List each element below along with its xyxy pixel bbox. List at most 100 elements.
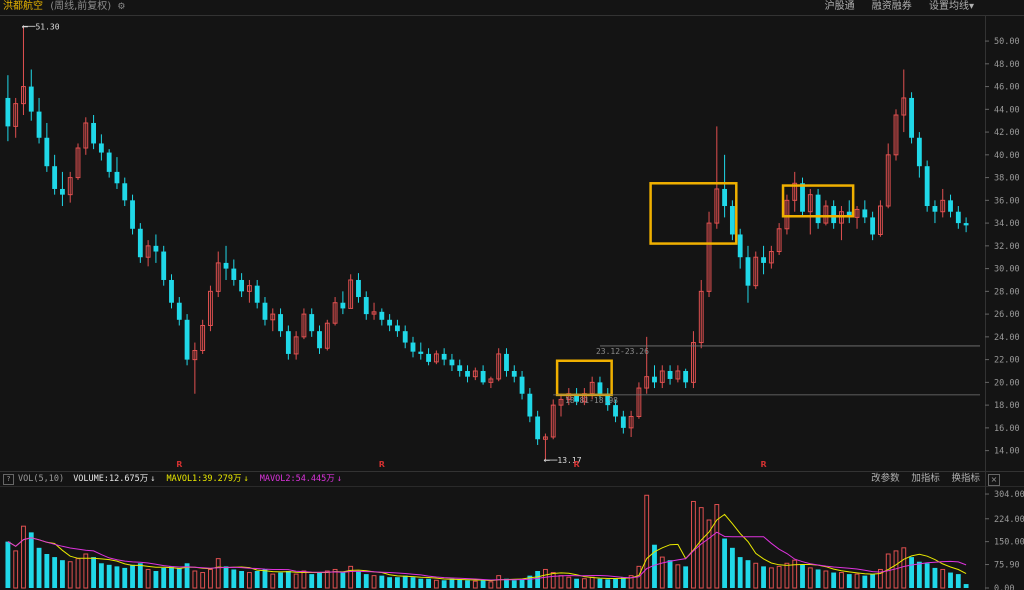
- stock-name[interactable]: 洪都航空: [3, 1, 43, 12]
- candle-body: [488, 378, 494, 383]
- candle-body: [955, 211, 961, 224]
- price-tick-label: 48.00: [994, 60, 1020, 70]
- volume-bar: [215, 558, 221, 589]
- volume-bar: [465, 580, 470, 588]
- volume-bar: [862, 575, 868, 588]
- volume-bar: [511, 580, 517, 588]
- volume-bar: [363, 574, 369, 588]
- volume-bar: [161, 567, 167, 588]
- switch-indicator-button[interactable]: 换指标: [951, 473, 980, 484]
- volume-bar: [348, 565, 354, 589]
- candle-body: [784, 199, 790, 230]
- volume-bar: [402, 575, 408, 588]
- candle-body: [543, 436, 548, 440]
- volume-bar: [940, 568, 946, 589]
- volume-bar: [184, 563, 190, 588]
- volume-bar: [948, 572, 953, 588]
- candle-body: [231, 268, 237, 280]
- volume-bar: [659, 556, 665, 589]
- volume-bar: [916, 561, 922, 588]
- link-ma-settings[interactable]: 设置均线▾: [928, 1, 974, 12]
- candle-body: [223, 262, 229, 269]
- volume-bar: [550, 572, 556, 589]
- volume-bar: [870, 574, 876, 588]
- candle-body: [98, 143, 104, 153]
- volume-bar: [909, 557, 914, 588]
- candle-body: [620, 416, 626, 428]
- candle-body: [745, 257, 751, 286]
- candle-body: [683, 370, 689, 383]
- volume-bar: [332, 568, 338, 589]
- candle-body: [192, 350, 198, 361]
- link-hk-connect[interactable]: 沪股通: [824, 1, 855, 12]
- candle-body: [356, 279, 361, 298]
- volume-bar: [340, 572, 346, 588]
- volume-bar: [480, 580, 486, 588]
- candle-body: [176, 302, 182, 320]
- volume-bar: [800, 564, 805, 588]
- price-tick-label: 46.00: [994, 83, 1020, 93]
- volume-bar: [924, 563, 930, 588]
- candle-body: [169, 279, 174, 303]
- volume-bar: [379, 575, 385, 588]
- volume-bar: [776, 565, 782, 589]
- candle-body: [940, 199, 946, 213]
- candle-body: [909, 97, 914, 138]
- volume-bar: [278, 572, 283, 588]
- volume-bar: [737, 557, 743, 588]
- candle-body: [254, 285, 260, 303]
- volume-bar: [98, 563, 104, 588]
- volume-bar: [472, 580, 478, 589]
- volume-bar: [761, 566, 766, 588]
- volume-bar: [231, 569, 237, 588]
- gear-icon[interactable]: ⚙: [117, 2, 126, 12]
- arrow-down-icon: ↓: [150, 474, 156, 484]
- link-margin-trading[interactable]: 融资融券: [871, 1, 912, 12]
- candle-body: [877, 205, 883, 235]
- volume-tick-label: 304.00: [994, 490, 1024, 500]
- candle-body: [885, 154, 891, 207]
- candle-body: [597, 382, 603, 394]
- volume-indicator-bar: ? VOL(5,10) VOLUME:12.675万 ↓ MAVOL1:39.279…: [0, 472, 1024, 486]
- volume-bar: [153, 571, 159, 588]
- volume-bar: [67, 561, 73, 589]
- volume-tick-label: 0.00: [994, 584, 1014, 590]
- volume-bar: [418, 578, 424, 588]
- event-marker: R: [574, 460, 580, 469]
- volume-bar: [745, 560, 751, 588]
- price-tick-label: 50.00: [994, 37, 1020, 47]
- candle-body: [932, 206, 938, 212]
- price-tick-label: 26.00: [994, 310, 1020, 320]
- candle-body: [854, 208, 860, 218]
- volume-bar: [932, 567, 938, 588]
- close-icon[interactable]: ×: [988, 474, 1000, 486]
- volume-bar: [91, 557, 97, 588]
- volume-bar: [426, 578, 431, 588]
- volume-bar: [410, 577, 416, 588]
- volume-bar: [753, 562, 759, 589]
- volume-bar: [301, 570, 307, 589]
- add-indicator-button[interactable]: 加指标: [911, 473, 940, 484]
- volume-bar: [846, 574, 852, 588]
- candle-body: [807, 194, 813, 213]
- candle-body: [340, 302, 346, 309]
- candle-body: [394, 325, 400, 332]
- volume-bar: [691, 500, 696, 589]
- volume-bar: [698, 507, 704, 589]
- candle-body: [433, 353, 439, 363]
- help-icon[interactable]: ?: [3, 474, 14, 485]
- volume-bar: [44, 554, 50, 588]
- candle-body: [28, 86, 34, 112]
- candle-body: [137, 228, 143, 258]
- volume-bar: [13, 550, 19, 589]
- edit-params-button[interactable]: 改参数: [871, 473, 900, 484]
- volume-bar: [901, 547, 907, 589]
- volume-bar: [620, 577, 626, 588]
- candle-body: [916, 137, 922, 167]
- volume-bar: [566, 576, 572, 589]
- volume-bar: [324, 570, 330, 589]
- candle-body: [644, 376, 650, 389]
- candle-body: [519, 376, 525, 394]
- candle-body: [21, 86, 26, 105]
